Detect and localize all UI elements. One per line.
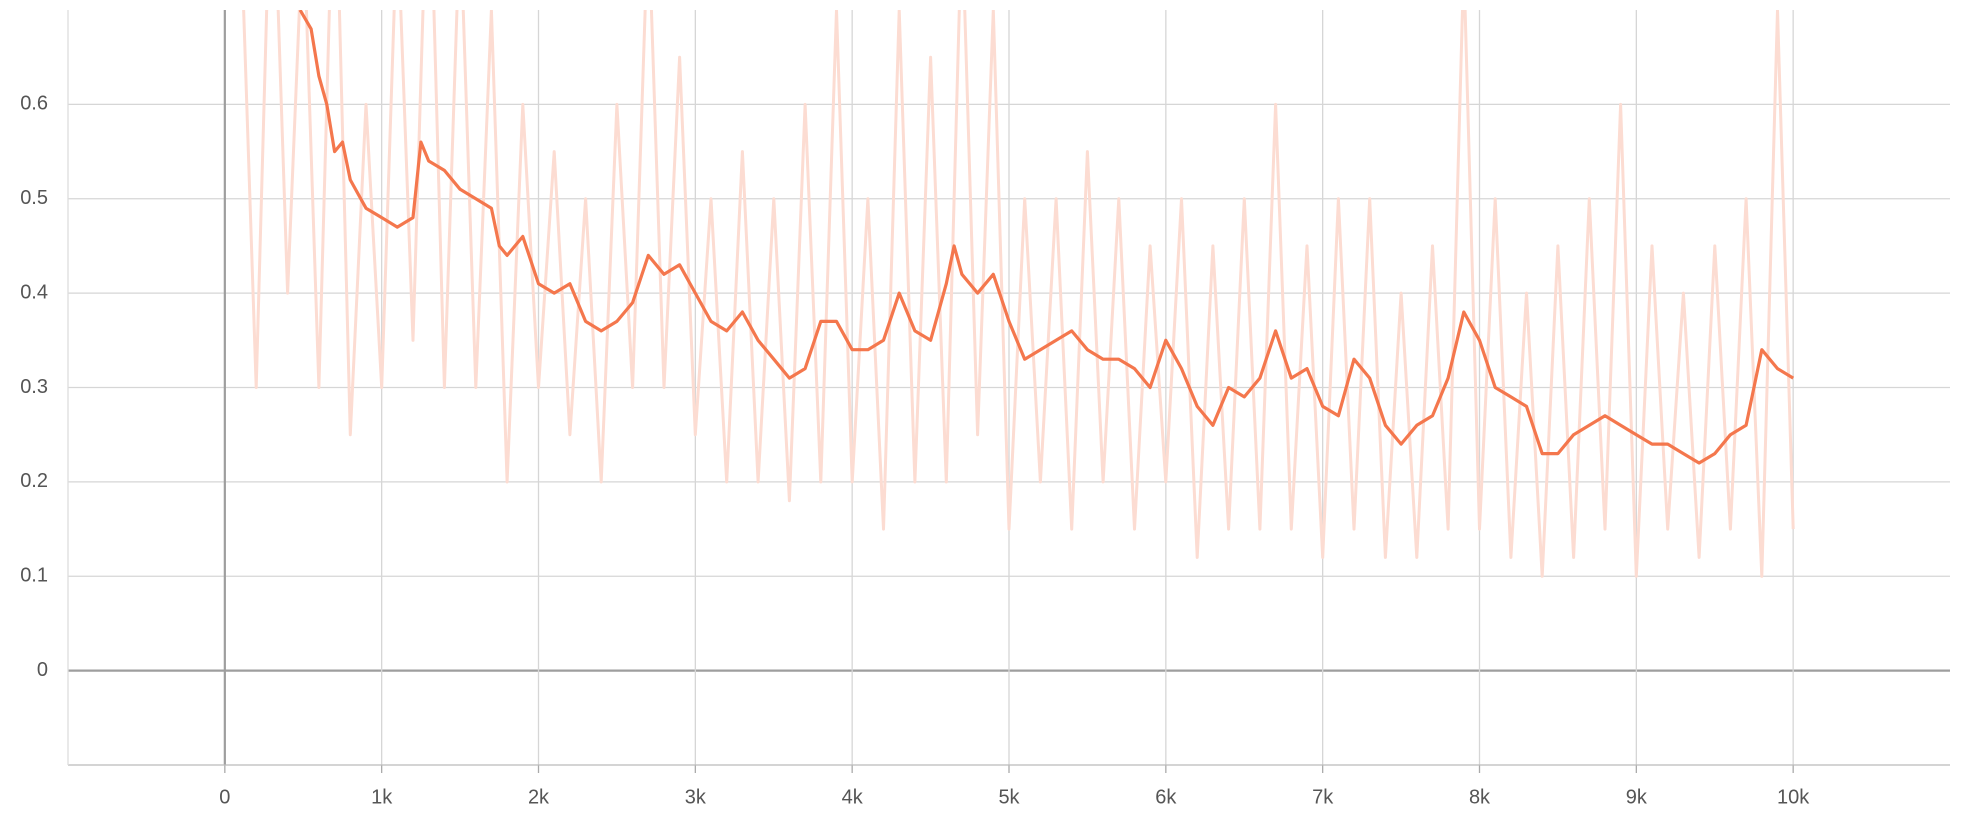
x-tick-label: 7k [1312,786,1334,808]
data-line [242,10,1795,578]
x-tick-label: 8k [1469,786,1491,808]
y-tick-label: 0.2 [20,470,48,492]
grid [67,10,1950,773]
x-tick-label: 2k [528,786,550,808]
x-tick-label: 6k [1155,786,1177,808]
y-tick-label: 0.4 [20,281,48,303]
plot-area [242,10,1795,578]
x-tick-label: 9k [1626,786,1648,808]
data-line [298,10,1795,465]
y-tick-label: 0.1 [20,565,48,587]
labels: 0 0.1 0.2 0.3 0.4 0.5 0.6 0 1k 2k 3k 4k 5k 6k 7k 8k 9k 10… [20,93,1810,809]
x-tick-label: 1k [371,786,393,808]
x-tick-label: 3k [685,786,707,808]
x-tick-label: 10k [1777,786,1810,808]
y-tick-label: 0.3 [20,376,48,398]
y-tick-label: 0 [37,659,48,681]
x-tick-label: 0 [219,786,230,808]
y-tick-label: 0.5 [20,187,48,209]
x-tick-label: 5k [998,786,1020,808]
y-tick-label: 0.6 [20,93,48,115]
x-tick-label: 4k [842,786,864,808]
